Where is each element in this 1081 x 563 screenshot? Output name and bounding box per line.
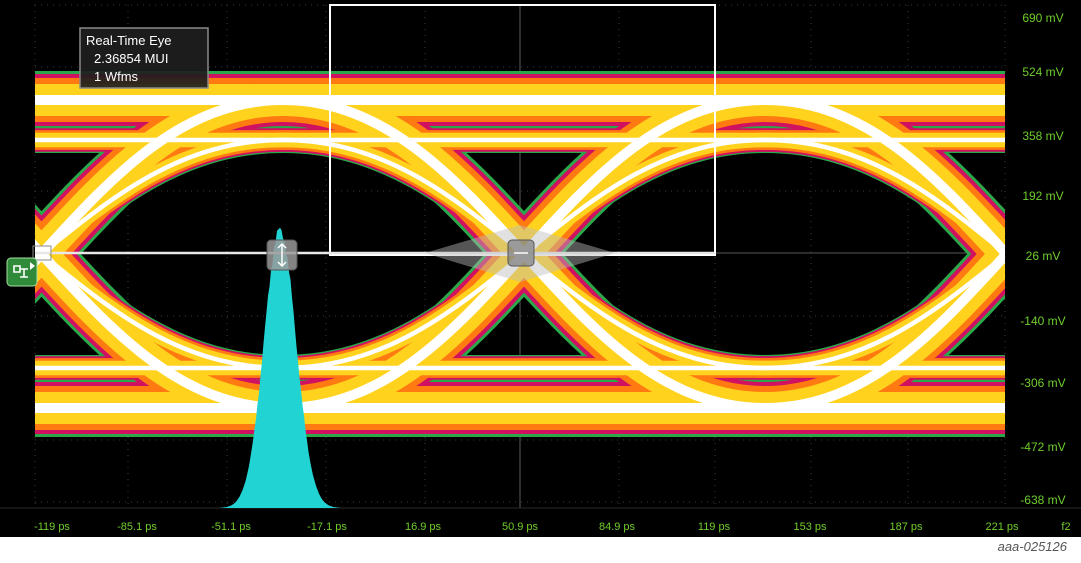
info-box-wfms: 1 Wfms	[94, 69, 139, 84]
x-tick-label: 221 ps	[985, 521, 1019, 533]
x-tick-label: 119 ps	[698, 521, 731, 533]
y-tick-label: 690 mV	[1022, 11, 1063, 25]
eye-trace	[764, 137, 1005, 256]
y-axis-labels: 690 mV 524 mV 358 mV 192 mV 26 mV -140 m…	[1020, 11, 1065, 507]
y-tick-label: -306 mV	[1020, 376, 1065, 390]
info-box-mui: 2.36854 MUI	[94, 51, 168, 66]
y-tick-label: 524 mV	[1022, 65, 1063, 79]
corner-label: f2	[1061, 521, 1070, 533]
ground-reference-icon[interactable]	[6, 257, 38, 287]
y-tick-label: -140 mV	[1020, 314, 1065, 328]
cursor-handle-icon[interactable]	[266, 239, 298, 271]
x-axis-labels: -119 ps -85.1 ps -51.1 ps -17.1 ps 16.9 …	[34, 521, 1071, 533]
eye-trace	[764, 248, 1005, 413]
channel-edge-marker	[32, 245, 52, 261]
cursor-handle-icon[interactable]	[507, 239, 535, 267]
x-tick-label: -17.1 ps	[307, 521, 347, 533]
figure-id: aaa-025126	[997, 539, 1067, 554]
waveform-info-box[interactable]: Real-Time Eye 2.36854 MUI 1 Wfms	[79, 27, 209, 89]
eye-trace	[764, 252, 1005, 371]
x-tick-label: 153 ps	[793, 521, 827, 533]
x-tick-label: 50.9 ps	[502, 521, 539, 533]
jitter-histogram	[220, 227, 340, 508]
y-tick-label: -638 mV	[1020, 493, 1065, 507]
y-tick-label: 358 mV	[1022, 129, 1063, 143]
y-tick-label: 192 mV	[1022, 189, 1063, 203]
x-tick-label: -119 ps	[34, 521, 70, 533]
x-tick-label: 187 ps	[889, 521, 923, 533]
info-box-title: Real-Time Eye	[86, 33, 171, 48]
x-tick-label: -51.1 ps	[211, 521, 251, 533]
y-tick-label: -472 mV	[1020, 440, 1065, 454]
eye-diagram-display[interactable]: 690 mV 524 mV 358 mV 192 mV 26 mV -140 m…	[0, 0, 1081, 537]
eye-trace	[764, 95, 1005, 260]
x-tick-label: 16.9 ps	[405, 521, 442, 533]
y-tick-label: 26 mV	[1026, 249, 1061, 263]
x-tick-label: -85.1 ps	[117, 521, 157, 533]
x-tick-label: 84.9 ps	[599, 521, 636, 533]
